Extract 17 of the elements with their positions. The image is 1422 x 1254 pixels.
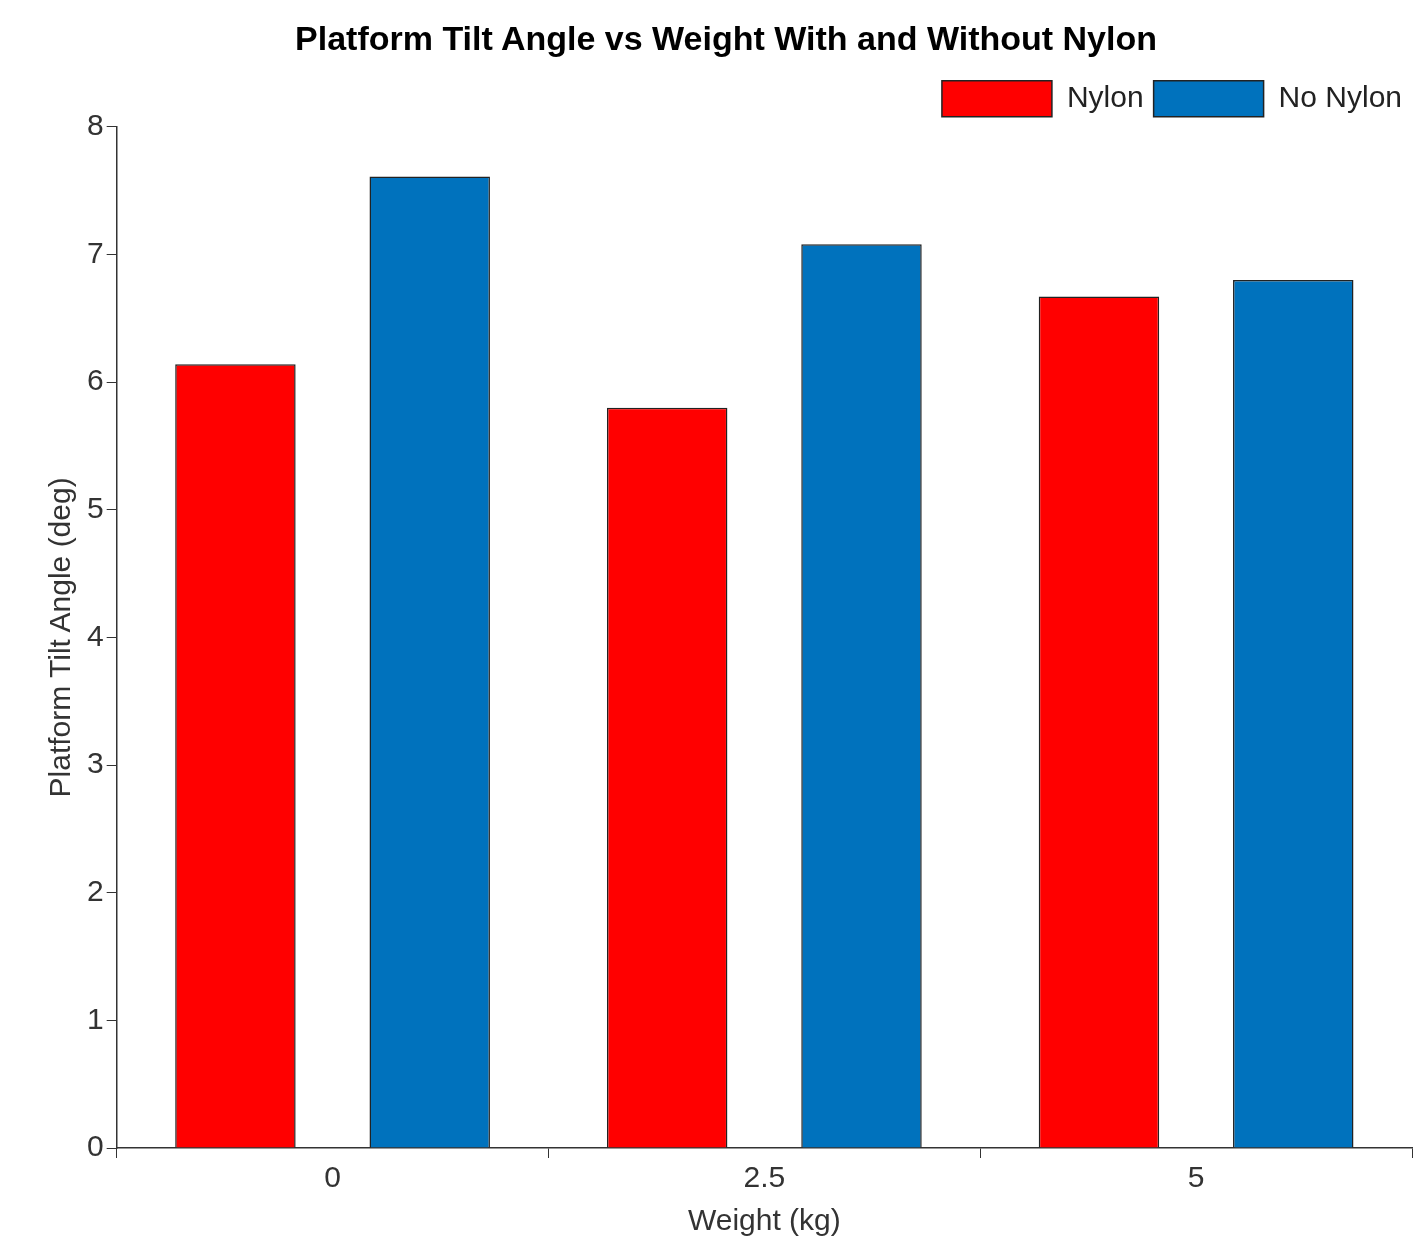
y-axis-title: Platform Tilt Angle (deg) [43,477,77,798]
chart-title: Platform Tilt Angle vs Weight With and Without Nylon [295,18,1157,57]
x-tick-label: 0 [324,1160,341,1194]
y-tick-label: 0 [87,1129,104,1163]
y-tick-label: 2 [87,873,104,907]
y-tick-label: 8 [87,108,104,142]
y-tick-label: 6 [87,363,104,397]
y-tick-label: 4 [87,618,104,652]
legend-label: No Nylon [1278,80,1403,114]
x-tick-label: 5 [1187,1160,1205,1194]
x-axis-title: Weight (kg) [687,1203,841,1237]
y-tick-label: 1 [87,1001,104,1035]
y-tick-label: 5 [87,491,104,525]
y-tick-label: 7 [87,235,104,269]
legend-label: Nylon [1066,80,1144,114]
x-tick-label: 2.5 [743,1160,786,1194]
y-tick-label: 3 [87,746,104,780]
